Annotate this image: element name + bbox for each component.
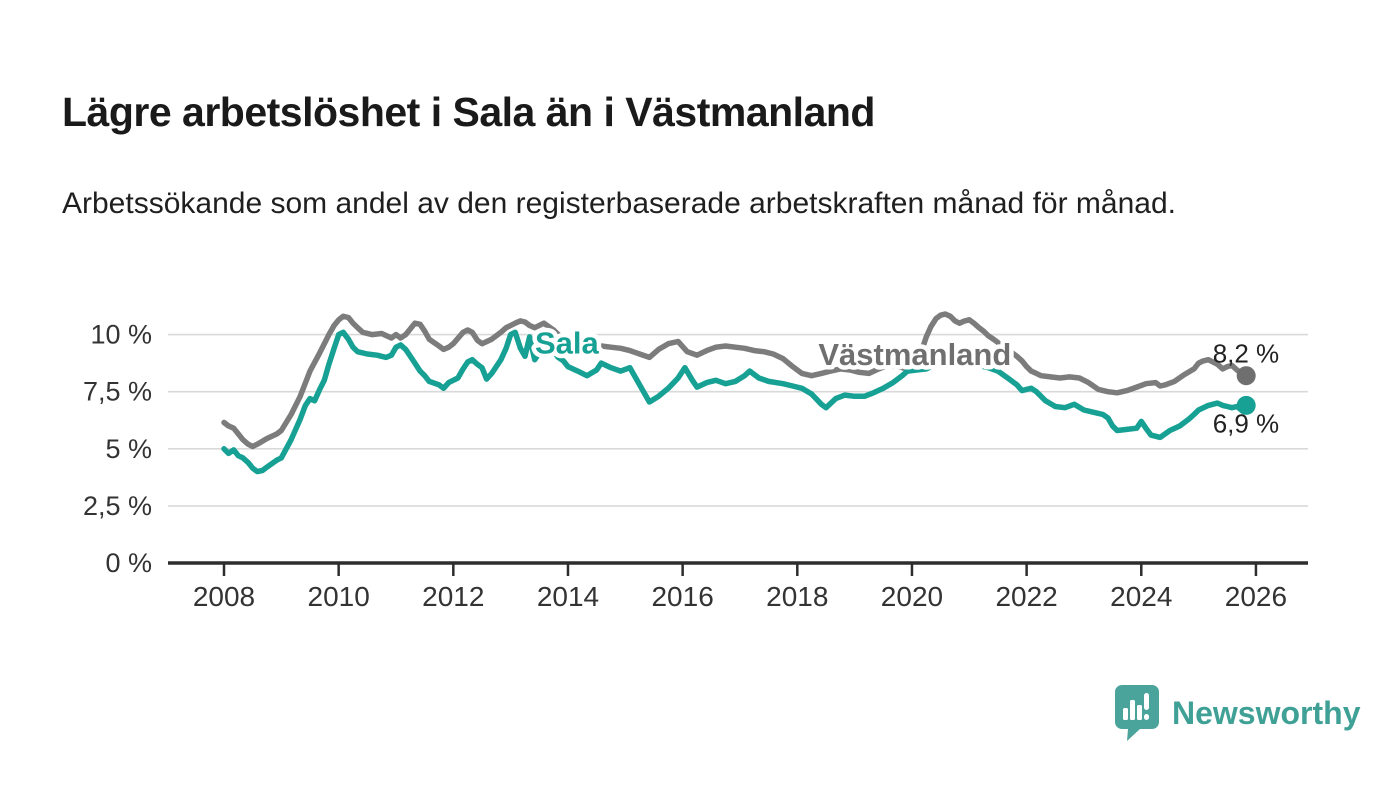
series-label-sala: Sala — [535, 325, 600, 360]
x-axis-tick-label: 2016 — [651, 581, 713, 612]
series-end-dot-västmanland — [1236, 366, 1256, 386]
x-axis-tick-label: 2014 — [537, 581, 599, 612]
series-line-sala — [221, 329, 1249, 475]
series-end-value-sala: 6,9 % — [1213, 408, 1280, 438]
brand-footer: Newsworthy — [1114, 684, 1360, 742]
x-axis-tick-label: 2026 — [1225, 581, 1287, 612]
x-axis-tick-label: 2020 — [881, 581, 943, 612]
x-axis-tick-label: 2010 — [308, 581, 370, 612]
series-end-dot-sala — [1236, 395, 1256, 415]
y-axis-tick-label: 7,5 % — [83, 377, 152, 407]
x-axis-tick-label: 2024 — [1110, 581, 1172, 612]
x-axis-tick-label: 2012 — [422, 581, 484, 612]
x-axis-tick-label: 2008 — [193, 581, 255, 612]
y-axis-tick-label: 5 % — [105, 434, 152, 464]
logo-bar-tall — [1130, 700, 1135, 720]
logo-exclamation-bar — [1144, 693, 1149, 710]
x-axis-tick-label: 2018 — [766, 581, 828, 612]
logo-bar-short — [1123, 708, 1128, 720]
page-title: Lägre arbetslöshet i Sala än i Västmanla… — [62, 89, 875, 136]
series-label-västmanland: Västmanland — [818, 337, 1011, 372]
logo-exclamation-dot — [1144, 714, 1149, 720]
x-axis-tick-label: 2022 — [995, 581, 1057, 612]
logo-bar-medium — [1137, 705, 1142, 720]
chart-subtitle: Arbetssökande som andel av den registerb… — [62, 187, 1176, 220]
series-line-västmanland — [221, 311, 1249, 450]
series-end-value-västmanland: 8,2 % — [1213, 339, 1280, 369]
y-axis-tick-label: 2,5 % — [83, 491, 152, 521]
y-axis-tick-label: 10 % — [90, 320, 152, 350]
y-axis-tick-label: 0 % — [105, 548, 152, 578]
brand-name: Newsworthy — [1172, 694, 1361, 731]
newsworthy-logo-icon — [1115, 685, 1159, 741]
